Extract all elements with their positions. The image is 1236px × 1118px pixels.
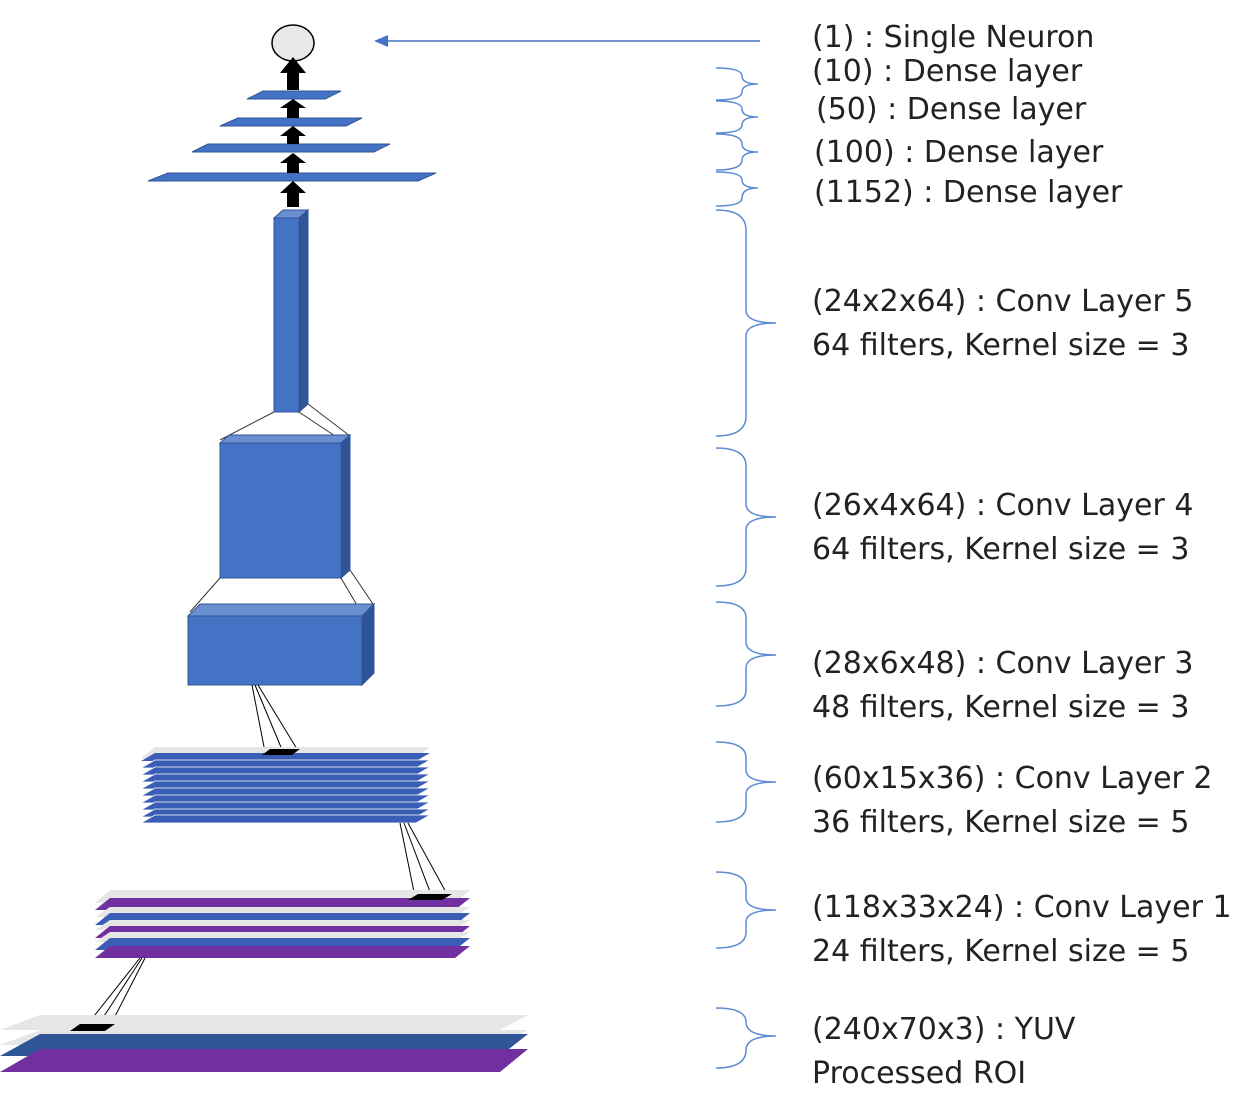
up-arrow-icon [280,57,306,90]
bracket-dense10 [715,67,759,101]
label-line: (10) : Dense layer [812,54,1083,89]
input-stack [0,1015,528,1072]
label-line: (118x33x24) : Conv Layer 1 [812,890,1232,925]
conv-layer-5-block [272,208,310,414]
dense-layer-100 [191,143,391,153]
label-line: 64 filters, Kernel size = 3 [812,328,1190,363]
label-conv2: (60x15x36) : Conv Layer 2 36 filters, Ke… [812,757,1213,845]
label-line: 48 filters, Kernel size = 3 [812,690,1190,725]
label-conv4: (26x4x64) : Conv Layer 4 64 filters, Ker… [812,484,1193,572]
dense-layer-10 [246,90,342,100]
brackets [715,67,777,1069]
label-line: (24x2x64) : Conv Layer 5 [812,284,1194,319]
label-line: (50) : Dense layer [816,92,1087,127]
label-line: (100) : Dense layer [814,135,1104,170]
label-dense100: (100) : Dense layer [814,131,1103,175]
arrow-head-icon [374,35,388,47]
bracket-dense100 [715,133,759,171]
up-arrow-icon [280,153,306,173]
conv-layer-2-stack [139,747,432,824]
label-line: (1152) : Dense layer [814,175,1123,210]
bracket-conv3 [715,601,777,707]
conv-layer-1-stack [95,890,470,958]
kernel-projection [251,684,298,753]
bracket-conv4 [715,447,777,587]
label-line: 64 filters, Kernel size = 3 [812,532,1190,567]
bracket-dense50 [715,100,759,134]
bracket-conv5 [715,209,777,437]
label-line: (28x6x48) : Conv Layer 3 [812,646,1194,681]
label-conv5: (24x2x64) : Conv Layer 5 64 filters, Ker… [812,280,1193,368]
dense-arrows [280,57,306,207]
bracket-conv1 [715,871,777,949]
label-output: (1) : Single Neuron [812,16,1094,60]
dense-layer-1152 [147,172,437,182]
pointer-arrow [374,35,760,47]
up-arrow-icon [280,126,306,144]
label-conv3: (28x6x48) : Conv Layer 3 48 filters, Ker… [812,642,1193,730]
label-line: (60x15x36) : Conv Layer 2 [812,761,1213,796]
label-line: Processed ROI [812,1056,1027,1091]
label-dense10: (10) : Dense layer [812,50,1082,94]
bracket-input [715,1007,777,1069]
kernel-projection [399,822,448,898]
label-line: (1) : Single Neuron [812,20,1095,55]
bracket-dense1152 [715,171,759,207]
dense-layer-50 [219,117,363,127]
conv-layer-3-block [186,602,376,687]
output-neuron [271,24,315,62]
label-line: (26x4x64) : Conv Layer 4 [812,488,1194,523]
label-dense50: (50) : Dense layer [816,88,1086,132]
label-line: (240x70x3) : YUV [812,1012,1076,1047]
conv-layer-4-block [218,433,352,580]
label-line: 36 filters, Kernel size = 5 [812,805,1190,840]
up-arrow-icon [280,99,306,118]
up-arrow-icon [280,181,306,207]
label-dense1152: (1152) : Dense layer [814,171,1122,215]
label-line: 24 filters, Kernel size = 5 [812,934,1190,969]
label-input: (240x70x3) : YUV Processed ROI [812,1008,1075,1096]
bracket-conv2 [715,741,777,823]
label-conv1: (118x33x24) : Conv Layer 1 24 filters, K… [812,886,1232,974]
